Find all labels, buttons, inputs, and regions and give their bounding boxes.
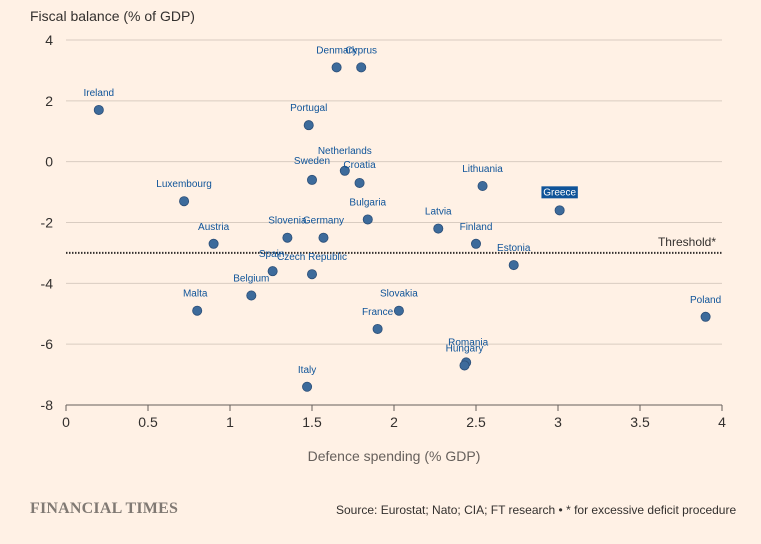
point-hungary [459, 360, 470, 371]
x-tick-label: 3.5 [630, 414, 650, 430]
point-label-austria: Austria [198, 222, 230, 233]
source-note: Source: Eurostat; Nato; CIA; FT research… [336, 503, 737, 517]
point-label-denmark: Denmark [316, 45, 358, 56]
point-labels: DenmarkCyprusIrelandPortugalNetherlandsS… [84, 45, 722, 375]
point-latvia [433, 223, 444, 234]
y-tick-label: -4 [41, 275, 54, 291]
point-czech-republic [306, 269, 317, 280]
point-label-croatia: Croatia [343, 160, 376, 171]
point-label-malta: Malta [183, 289, 208, 300]
point-germany [318, 232, 329, 243]
data-points [93, 62, 711, 392]
point-label-sweden: Sweden [294, 156, 330, 167]
threshold: Threshold* [66, 235, 722, 254]
y-axis-title: Fiscal balance (% of GDP) [30, 8, 195, 24]
x-tick-label: 0.5 [138, 414, 158, 430]
x-tick-label: 2 [390, 414, 398, 430]
y-tick-label: -6 [41, 336, 54, 352]
point-luxembourg [179, 196, 190, 207]
x-tick-label: 2.5 [466, 414, 486, 430]
point-greece [554, 205, 565, 216]
gridlines [66, 39, 722, 345]
point-label-greece: Greece [543, 187, 576, 198]
point-spain [267, 266, 278, 277]
point-label-czech-republic: Czech Republic [277, 252, 347, 263]
point-label-lithuania: Lithuania [462, 164, 503, 175]
point-finland [470, 238, 481, 249]
point-label-cyprus: Cyprus [345, 45, 377, 56]
point-label-ireland: Ireland [84, 88, 115, 99]
point-label-hungary: Hungary [446, 343, 484, 354]
x-axis-title: Defence spending (% GDP) [308, 448, 481, 464]
x-tick-label: 4 [718, 414, 726, 430]
point-cyprus [356, 62, 367, 73]
point-sweden [306, 174, 317, 185]
point-lithuania [477, 180, 488, 191]
point-france [372, 323, 383, 334]
point-poland [700, 311, 711, 322]
point-croatia [354, 177, 365, 188]
point-label-portugal: Portugal [290, 103, 327, 114]
y-tick-label: -8 [41, 397, 54, 413]
point-denmark [331, 62, 342, 73]
point-malta [192, 305, 203, 316]
point-belgium [246, 290, 257, 301]
threshold-label: Threshold* [658, 235, 716, 249]
y-tick-labels: 4 2 0 -2 -4 -6 -8 [41, 32, 54, 413]
point-label-slovakia: Slovakia [380, 289, 418, 300]
point-label-netherlands: Netherlands [318, 146, 372, 157]
point-ireland [93, 104, 104, 115]
point-slovakia [393, 305, 404, 316]
point-italy [302, 381, 313, 392]
point-label-italy: Italy [298, 365, 316, 376]
x-tick-label: 3 [554, 414, 562, 430]
point-label-bulgaria: Bulgaria [349, 197, 386, 208]
point-slovenia [282, 232, 293, 243]
point-label-romania: Romania [448, 337, 488, 348]
point-label-slovenia: Slovenia [268, 216, 307, 227]
ft-brand-logo: FINANCIAL TIMES [30, 500, 179, 517]
point-label-france: France [362, 307, 394, 318]
x-tick-label: 1.5 [302, 414, 322, 430]
point-label-belgium: Belgium [233, 274, 269, 285]
point-label-finland: Finland [460, 222, 493, 233]
point-label-poland: Poland [690, 295, 721, 306]
point-label-luxembourg: Luxembourg [156, 179, 212, 190]
highlight-box [541, 186, 578, 199]
point-label-spain: Spain [259, 249, 285, 260]
y-tick-label: 4 [45, 32, 53, 48]
x-tick-label: 0 [62, 414, 70, 430]
y-tick-label: 0 [45, 154, 53, 170]
x-axis: 0 0.5 1 1.5 2 2.5 3 3.5 4 [62, 404, 726, 430]
point-label-estonia: Estonia [497, 243, 531, 254]
point-austria [208, 238, 219, 249]
point-estonia [508, 260, 519, 271]
point-label-latvia: Latvia [425, 207, 452, 218]
point-bulgaria [362, 214, 373, 225]
y-tick-label: -2 [41, 215, 54, 231]
x-tick-label: 1 [226, 414, 234, 430]
point-portugal [303, 120, 314, 131]
point-label-germany: Germany [303, 216, 344, 227]
point-netherlands [339, 165, 350, 176]
y-tick-label: 2 [45, 93, 53, 109]
